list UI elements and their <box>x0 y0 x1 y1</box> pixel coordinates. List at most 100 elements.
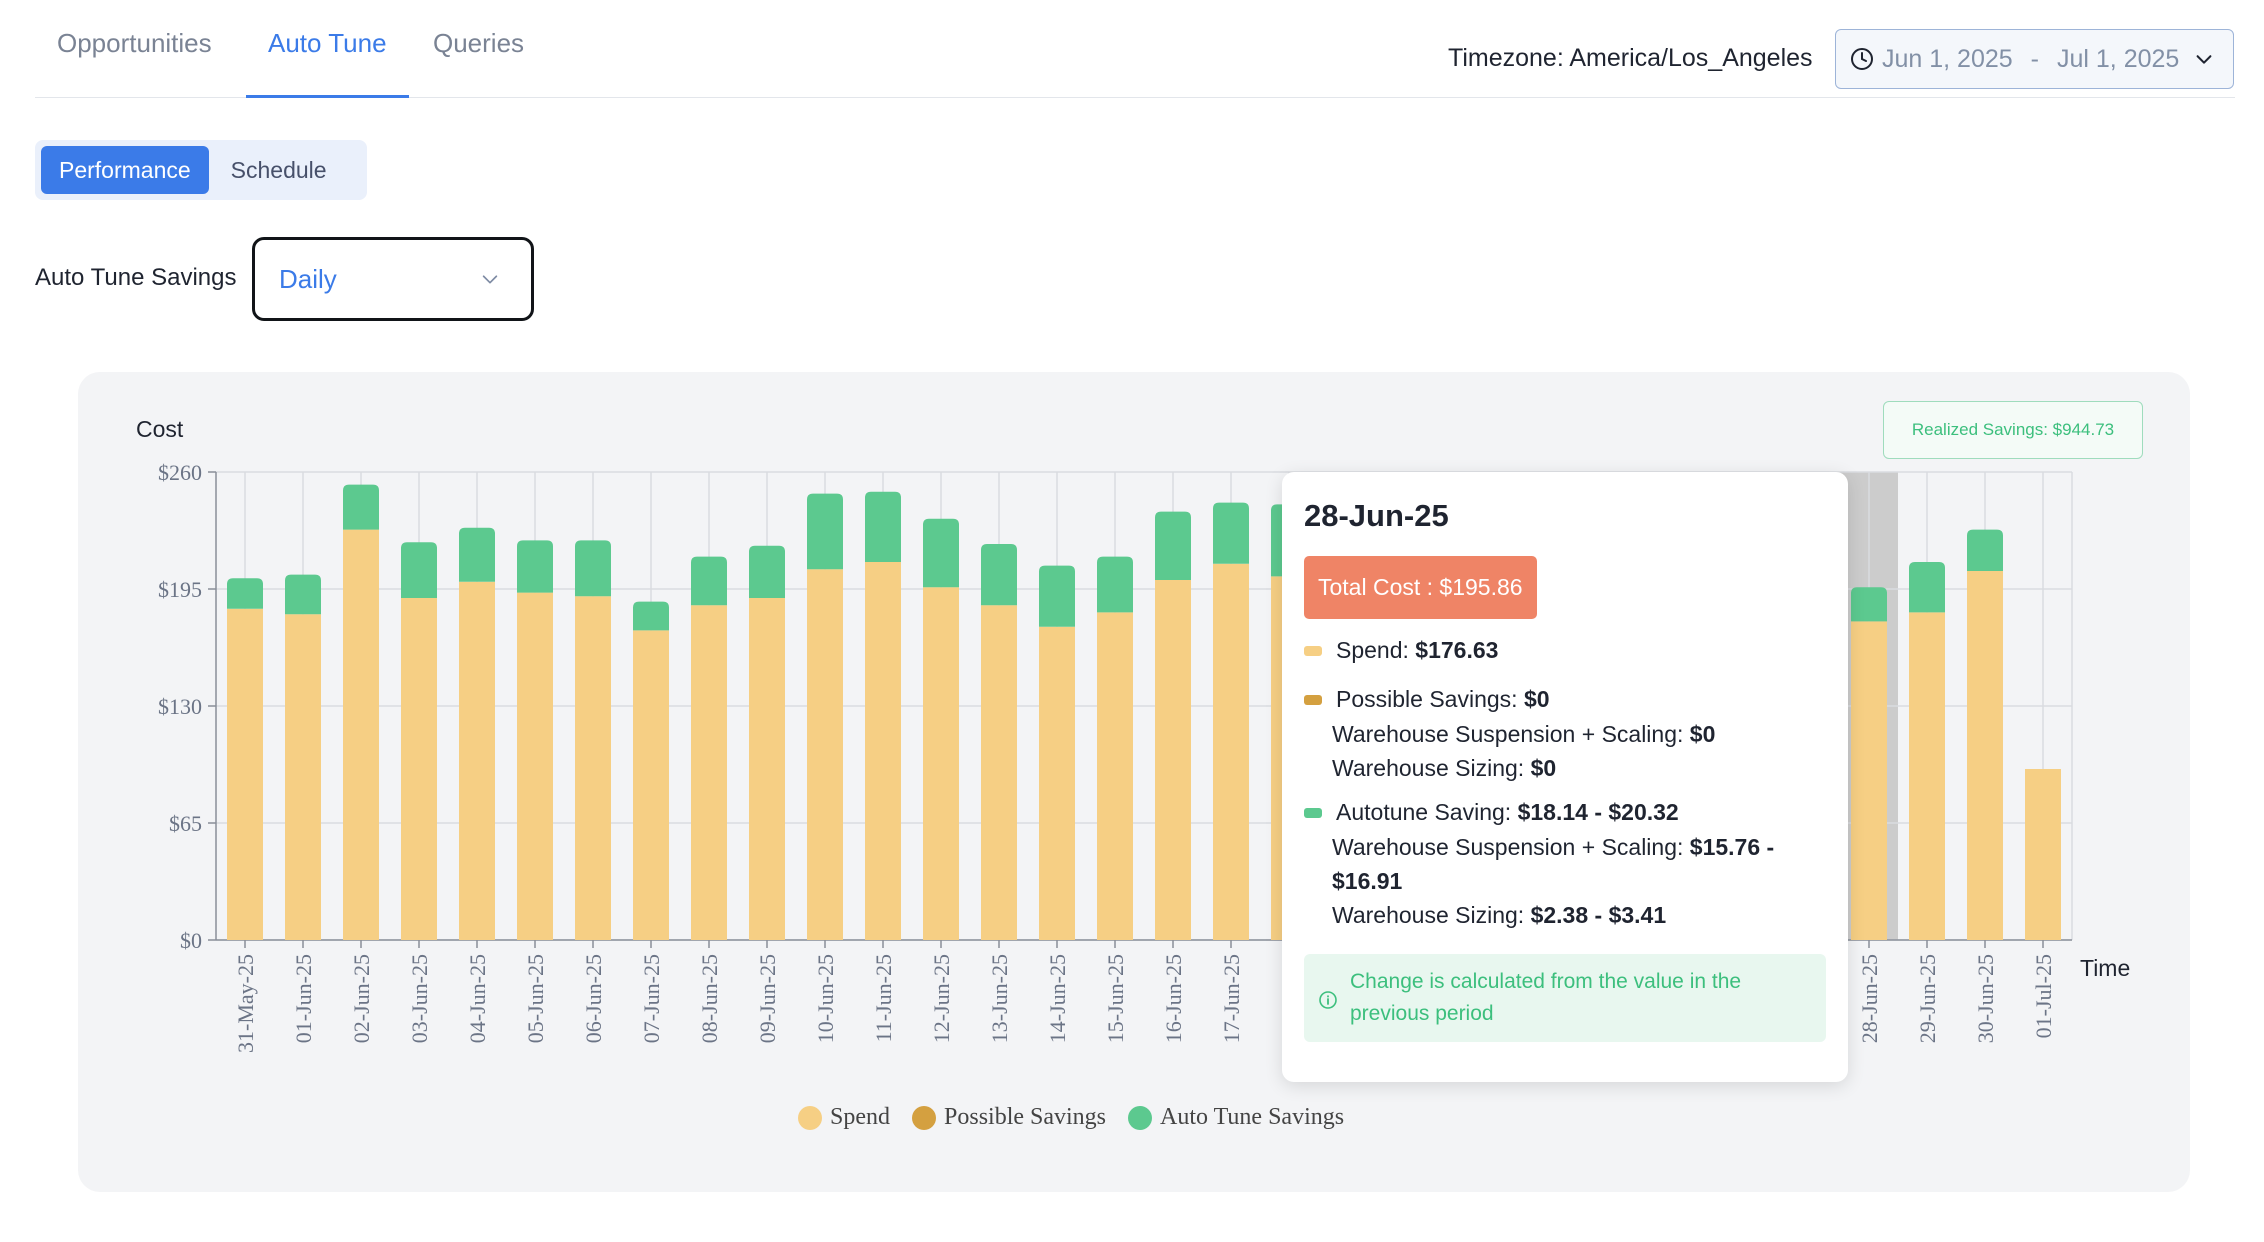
x-tick-label: 07-Jun-25 <box>639 954 664 1043</box>
x-tick-label: 30-Jun-25 <box>1973 954 1998 1043</box>
bar-spend <box>2025 769 2061 940</box>
chart-legend: Spend Possible Savings Auto Tune Savings <box>798 1104 1344 1131</box>
bar-autotune-savings <box>1097 556 1133 613</box>
legend-autotune-label: Auto Tune Savings <box>1160 1104 1345 1130</box>
x-tick-label: 16-Jun-25 <box>1161 954 1186 1043</box>
x-tick-label: 01-Jun-25 <box>291 954 316 1043</box>
clock-icon <box>1851 48 1873 70</box>
tooltip-date: 28-Jun-25 <box>1304 498 1449 533</box>
bar-autotune-savings <box>343 484 379 530</box>
tooltip-note-text: Change is calculated from the value in t… <box>1350 970 1742 1025</box>
savings-select-label: Auto Tune Savings <box>35 264 237 291</box>
x-tick-label: 29-Jun-25 <box>1915 954 1940 1043</box>
y-tick-label: $130 <box>158 694 202 719</box>
x-tick-label: 11-Jun-25 <box>871 954 896 1042</box>
bar-spend <box>575 596 611 940</box>
tooltip-autotune-sub2-label: Warehouse Sizing: <box>1332 902 1531 928</box>
legend-autotune-savings[interactable]: Auto Tune Savings <box>1128 1104 1344 1131</box>
x-tick-label: 05-Jun-25 <box>523 954 548 1043</box>
autotune-legend-icon <box>1128 1105 1153 1130</box>
bar-spend <box>633 630 669 940</box>
chart-tooltip: 28-Jun-25 Total Cost : $195.86 Spend: $1… <box>1282 472 1848 1082</box>
legend-spend-label: Spend <box>830 1104 890 1130</box>
bar-autotune-savings <box>1909 562 1945 613</box>
tab-bar: Opportunities Auto Tune Queries <box>35 0 2235 98</box>
spend-swatch-icon <box>1304 645 1322 656</box>
x-tick-label: 28-Jun-25 <box>1857 954 1882 1043</box>
bar-spend <box>227 608 263 940</box>
bar-autotune-savings <box>1155 511 1191 580</box>
bar-autotune-savings <box>633 601 669 631</box>
tab-auto-tune[interactable]: Auto Tune <box>246 28 409 98</box>
bar-autotune-savings <box>807 493 843 570</box>
date-range-separator: - <box>2030 44 2039 73</box>
x-tick-label: 06-Jun-25 <box>581 954 606 1043</box>
bar-spend <box>1155 580 1191 940</box>
bar-autotune-savings <box>1039 565 1075 627</box>
bar-autotune-savings <box>1967 529 2003 571</box>
y-tick-label: $65 <box>169 811 202 836</box>
bar-autotune-savings <box>923 518 959 588</box>
tab-queries[interactable]: Queries <box>433 28 525 58</box>
bar-autotune-savings <box>749 545 785 598</box>
chevron-down-icon <box>2196 55 2212 64</box>
bar-spend <box>1039 626 1075 940</box>
x-tick-label: 10-Jun-25 <box>813 954 838 1043</box>
bar-spend <box>285 614 321 940</box>
y-tick-label: $260 <box>158 460 202 485</box>
tooltip-autotune-sub1-label: Warehouse Suspension + Scaling: <box>1332 834 1690 860</box>
view-toggle: Performance Schedule <box>35 140 367 200</box>
tooltip-possible-row: Possible Savings: $0 <box>1304 686 1826 713</box>
bar-spend <box>749 598 785 940</box>
bar-autotune-savings <box>981 544 1017 606</box>
bar-autotune-savings <box>1213 502 1249 564</box>
x-tick-label: 17-Jun-25 <box>1219 954 1244 1043</box>
x-tick-label: 15-Jun-25 <box>1103 954 1128 1043</box>
tooltip-autotune-label: Autotune Saving: <box>1336 799 1512 825</box>
tooltip-possible-label: Possible Savings: <box>1336 686 1518 712</box>
bar-spend <box>1851 621 1887 940</box>
bar-autotune-savings <box>517 540 553 593</box>
tooltip-possible-value: $0 <box>1523 686 1550 712</box>
x-tick-label: 12-Jun-25 <box>929 954 954 1043</box>
x-tick-label: 09-Jun-25 <box>755 954 780 1043</box>
y-tick-label: $0 <box>180 928 202 953</box>
timezone-label: Timezone: America/Los_Angeles <box>1448 44 1813 72</box>
x-tick-label: 03-Jun-25 <box>407 954 432 1043</box>
toggle-schedule[interactable]: Schedule <box>230 156 327 183</box>
bar-autotune-savings <box>575 540 611 597</box>
bar-spend <box>865 562 901 940</box>
tooltip-autotune-sub2: Warehouse Sizing: $2.38 - $3.41 <box>1332 898 1826 932</box>
x-axis-title: Time <box>2080 955 2130 981</box>
bar-spend <box>1909 612 1945 940</box>
x-tick-label: 13-Jun-25 <box>987 954 1012 1043</box>
bar-spend <box>1097 612 1133 940</box>
x-tick-label: 02-Jun-25 <box>349 954 374 1043</box>
tooltip-possible-sub1: Warehouse Suspension + Scaling: $0 <box>1332 717 1826 751</box>
tooltip-possible-sub2-label: Warehouse Sizing: <box>1332 755 1531 781</box>
bar-spend <box>807 569 843 940</box>
x-tick-label: 04-Jun-25 <box>465 954 490 1043</box>
toggle-performance[interactable]: Performance <box>41 146 209 194</box>
tooltip-possible-sub1-value: $0 <box>1689 721 1716 747</box>
possible-legend-icon <box>912 1105 936 1130</box>
autotune-swatch-icon <box>1304 807 1322 818</box>
bar-autotune-savings <box>401 542 437 598</box>
legend-possible-savings[interactable]: Possible Savings <box>912 1104 1106 1131</box>
date-range-start: Jun 1, 2025 <box>1882 44 2013 73</box>
bar-spend <box>343 529 379 940</box>
date-range-picker[interactable]: Jun 1, 2025 - Jul 1, 2025 <box>1835 29 2234 89</box>
info-icon <box>1319 991 1337 1009</box>
bar-autotune-savings <box>459 527 495 582</box>
legend-spend[interactable]: Spend <box>798 1104 890 1131</box>
x-tick-label: 14-Jun-25 <box>1045 954 1070 1043</box>
savings-period-select[interactable]: Daily <box>252 237 534 321</box>
bar-autotune-savings <box>865 491 901 562</box>
bar-spend <box>923 587 959 940</box>
tooltip-total-cost: Total Cost : $195.86 <box>1304 556 1537 619</box>
possible-swatch-icon <box>1304 694 1322 705</box>
bar-spend <box>1213 563 1249 940</box>
bar-autotune-savings <box>1851 587 1887 622</box>
tab-opportunities[interactable]: Opportunities <box>57 28 212 58</box>
